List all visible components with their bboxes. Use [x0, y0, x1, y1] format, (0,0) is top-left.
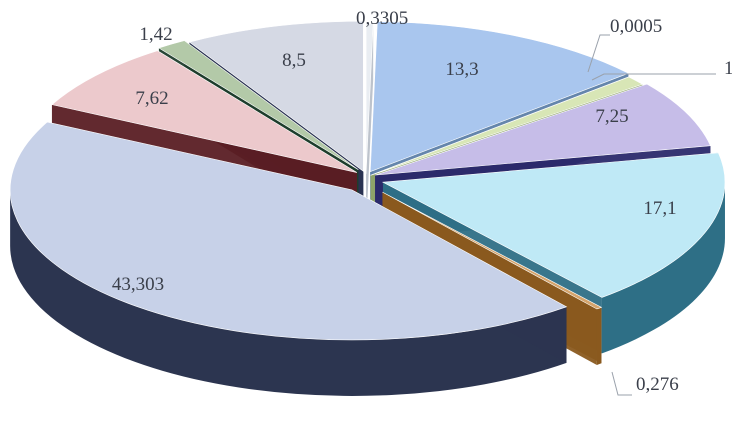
slice-wall — [601, 182, 725, 354]
pie-slice — [9, 121, 568, 396]
slice-top — [382, 191, 603, 310]
slice-top — [188, 20, 364, 172]
data-label: 8,5 — [282, 50, 306, 71]
leader-line — [587, 34, 610, 73]
slice-edge — [366, 23, 374, 230]
slice-top — [370, 76, 644, 176]
pie-slices — [9, 20, 726, 396]
leader-line — [611, 371, 632, 396]
data-label: 0,0005 — [610, 16, 662, 37]
data-label: 7,25 — [595, 106, 628, 127]
leader-line — [591, 73, 716, 81]
data-label: 0,3305 — [356, 8, 408, 29]
slice-top — [9, 121, 568, 341]
data-label: 7,62 — [135, 88, 168, 109]
data-label: 17,1 — [643, 198, 676, 219]
slice-top — [158, 40, 359, 171]
data-label: 43,303 — [112, 274, 164, 295]
pie-labels: 0,3305 13,3 0,0005 1 7,25 17,1 0,276 43,303 7,62… — [112, 8, 732, 396]
data-label: 1 — [724, 58, 732, 79]
slice-top — [51, 50, 358, 173]
slice-top — [369, 21, 630, 173]
slice-top — [375, 83, 711, 176]
pie-slice — [365, 23, 374, 230]
slice-wall — [10, 189, 567, 396]
slice-top — [365, 23, 374, 174]
slice-top — [381, 152, 726, 298]
data-label: 1,42 — [139, 24, 172, 45]
data-label: 0,276 — [636, 374, 679, 395]
data-label: 13,3 — [445, 59, 478, 80]
